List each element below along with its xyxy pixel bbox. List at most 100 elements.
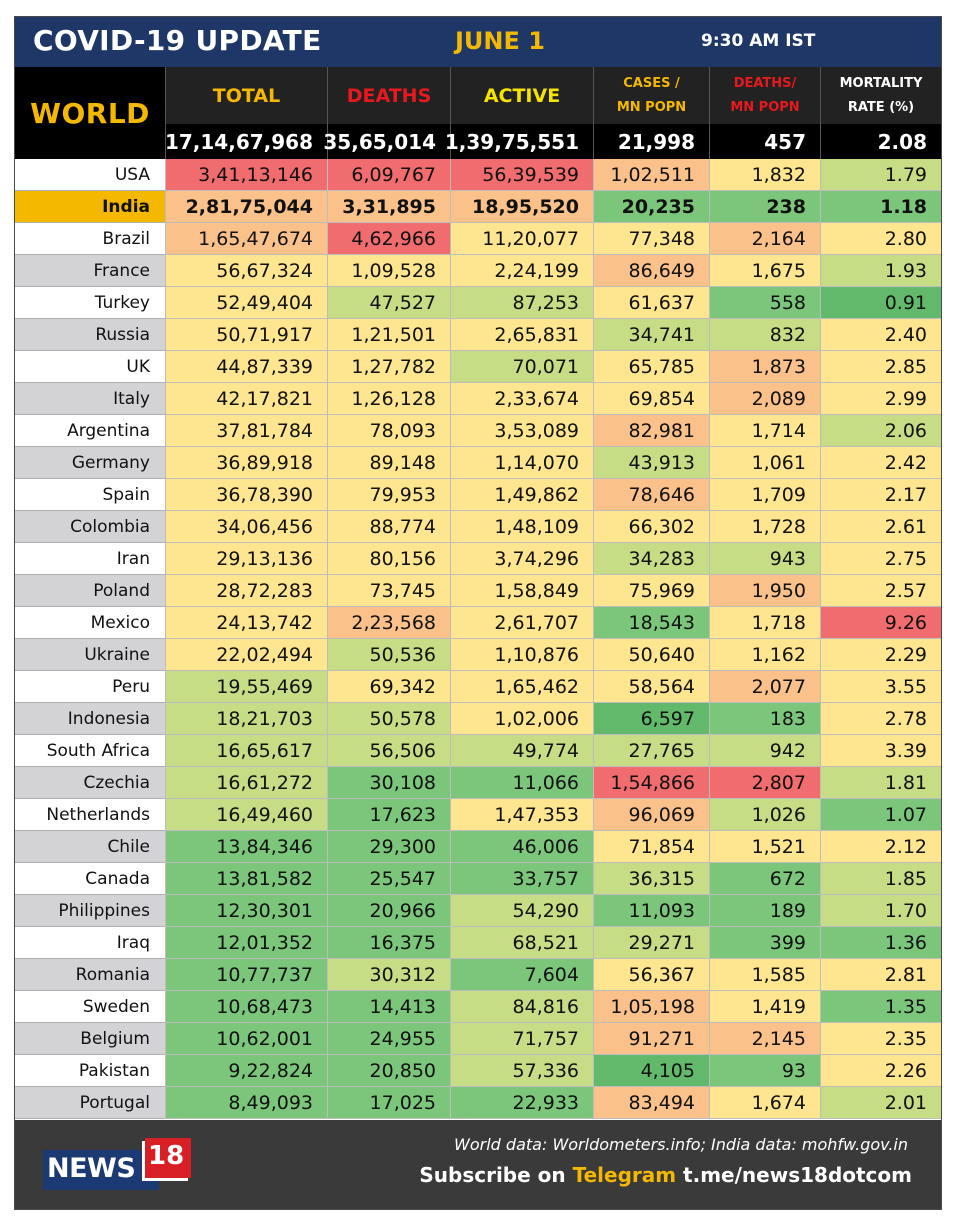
cell-deaths-per-mn: 2,089 (709, 383, 820, 415)
cell-mortality-rate: 1.85 (820, 863, 941, 895)
cell-deaths: 50,536 (327, 639, 450, 671)
cell-cases-per-mn: 83,494 (593, 1087, 709, 1119)
page-title: COVID-19 UPDATE (33, 24, 322, 57)
cell-total: 52,49,404 (165, 287, 327, 319)
title-bar: COVID-19 UPDATE JUNE 1 9:30 AM IST (15, 17, 941, 67)
table-row: Netherlands 16,49,460 17,623 1,47,353 96,069… (15, 799, 941, 831)
cell-total: 42,17,821 (165, 383, 327, 415)
cell-active: 49,774 (450, 735, 593, 767)
cell-active: 11,066 (450, 767, 593, 799)
table-row: India 2,81,75,044 3,31,895 18,95,520 20,235 2… (15, 191, 941, 223)
country-name: Chile (15, 831, 165, 863)
cell-deaths-per-mn: 1,873 (709, 351, 820, 383)
cell-deaths-per-mn: 2,164 (709, 223, 820, 255)
subscribe-line: Subscribe on Telegram t.me/news18dotcom (419, 1163, 912, 1187)
cell-deaths: 47,527 (327, 287, 450, 319)
cell-mortality-rate: 2.06 (820, 415, 941, 447)
cell-deaths: 2,23,568 (327, 607, 450, 639)
table-row: Indonesia 18,21,703 50,578 1,02,006 6,597 183… (15, 703, 941, 735)
country-name: Czechia (15, 767, 165, 799)
cell-mortality-rate: 1.81 (820, 767, 941, 799)
cell-active: 7,604 (450, 959, 593, 991)
telegram-link[interactable]: t.me/news18dotcom (676, 1163, 912, 1187)
country-name: Russia (15, 319, 165, 351)
cell-total: 16,49,460 (165, 799, 327, 831)
country-name: Colombia (15, 511, 165, 543)
cell-mortality-rate: 2.12 (820, 831, 941, 863)
world-block: WORLD (15, 67, 165, 159)
column-header-active: ACTIVE (450, 67, 593, 124)
cell-total: 37,81,784 (165, 415, 327, 447)
cell-active: 2,65,831 (450, 319, 593, 351)
data-credits: World data: Worldometers.info; India dat… (454, 1135, 908, 1154)
cell-deaths-per-mn: 238 (709, 191, 820, 223)
cell-active: 71,757 (450, 1023, 593, 1055)
table-row: Pakistan 9,22,824 20,850 57,336 4,105 93 2.26 (15, 1055, 941, 1087)
cell-deaths-per-mn: 1,709 (709, 479, 820, 511)
cell-cases-per-mn: 69,854 (593, 383, 709, 415)
cell-cases-per-mn: 61,637 (593, 287, 709, 319)
update-time: 9:30 AM IST (701, 31, 816, 51)
cell-deaths-per-mn: 1,675 (709, 255, 820, 287)
cell-total: 1,65,47,674 (165, 223, 327, 255)
cell-cases-per-mn: 36,315 (593, 863, 709, 895)
cell-total: 13,84,346 (165, 831, 327, 863)
cell-deaths: 69,342 (327, 671, 450, 703)
cell-deaths: 73,745 (327, 575, 450, 607)
cell-total: 9,22,824 (165, 1055, 327, 1087)
cell-active: 1,58,849 (450, 575, 593, 607)
table-row: Portugal 8,49,093 17,025 22,933 83,494 1,674 2… (15, 1087, 941, 1119)
cell-deaths: 3,31,895 (327, 191, 450, 223)
country-name: France (15, 255, 165, 287)
cell-deaths: 17,623 (327, 799, 450, 831)
column-header-cases-per-mn: CASES / MN POPN (593, 67, 709, 124)
cell-total: 50,71,917 (165, 319, 327, 351)
cell-deaths: 6,09,767 (327, 159, 450, 191)
cell-deaths-per-mn: 1,718 (709, 607, 820, 639)
cell-mortality-rate: 1.79 (820, 159, 941, 191)
country-name: Italy (15, 383, 165, 415)
cell-total: 18,21,703 (165, 703, 327, 735)
cell-deaths-per-mn: 1,950 (709, 575, 820, 607)
cell-active: 56,39,539 (450, 159, 593, 191)
cell-cases-per-mn: 29,271 (593, 927, 709, 959)
cell-deaths: 1,26,128 (327, 383, 450, 415)
cell-deaths-per-mn: 943 (709, 543, 820, 575)
cell-total: 36,89,918 (165, 447, 327, 479)
cell-total: 24,13,742 (165, 607, 327, 639)
table-row: Russia 50,71,917 1,21,501 2,65,831 34,741 832… (15, 319, 941, 351)
cell-mortality-rate: 2.29 (820, 639, 941, 671)
country-name: Belgium (15, 1023, 165, 1055)
cell-active: 1,49,862 (450, 479, 593, 511)
world-deaths-per-mn: 457 (709, 124, 820, 159)
cell-active: 46,006 (450, 831, 593, 863)
country-name: Germany (15, 447, 165, 479)
table-row: Iran 29,13,136 80,156 3,74,296 34,283 943 2.75 (15, 543, 941, 575)
cell-mortality-rate: 2.80 (820, 223, 941, 255)
table-row: Turkey 52,49,404 47,527 87,253 61,637 558 0.91 (15, 287, 941, 319)
cell-deaths: 25,547 (327, 863, 450, 895)
telegram-word: Telegram (572, 1163, 677, 1187)
table-row: Canada 13,81,582 25,547 33,757 36,315 672 1.85 (15, 863, 941, 895)
country-name: USA (15, 159, 165, 191)
world-total-cases: 17,14,67,968 (165, 124, 327, 159)
cell-deaths: 17,025 (327, 1087, 450, 1119)
cell-active: 87,253 (450, 287, 593, 319)
cell-cases-per-mn: 11,093 (593, 895, 709, 927)
cell-mortality-rate: 2.61 (820, 511, 941, 543)
cell-deaths-per-mn: 1,061 (709, 447, 820, 479)
cell-total: 56,67,324 (165, 255, 327, 287)
news18-logo: NEWS (43, 1150, 159, 1190)
country-name: Argentina (15, 415, 165, 447)
cell-deaths: 29,300 (327, 831, 450, 863)
country-name: Indonesia (15, 703, 165, 735)
world-cases-per-mn: 21,998 (593, 124, 709, 159)
cell-cases-per-mn: 20,235 (593, 191, 709, 223)
cell-deaths-per-mn: 1,585 (709, 959, 820, 991)
footer: NEWS 18 World data: Worldometers.info; I… (15, 1120, 941, 1209)
table-row: UK 44,87,339 1,27,782 70,071 65,785 1,873 2.85 (15, 351, 941, 383)
table-row: South Africa 16,65,617 56,506 49,774 27,765 9… (15, 735, 941, 767)
country-name: Pakistan (15, 1055, 165, 1087)
cell-active: 2,33,674 (450, 383, 593, 415)
cell-active: 33,757 (450, 863, 593, 895)
